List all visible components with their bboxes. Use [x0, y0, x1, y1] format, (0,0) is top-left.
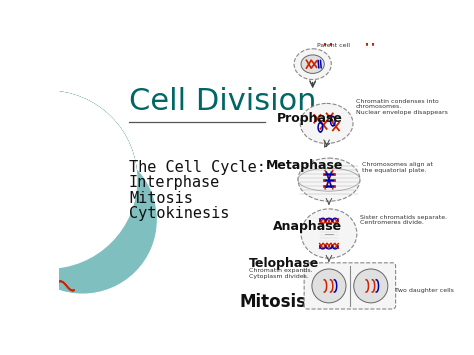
Text: Cell Division: Cell Division	[129, 87, 317, 116]
Text: The Cell Cycle:: The Cell Cycle:	[129, 160, 266, 175]
Ellipse shape	[298, 158, 360, 201]
Text: Chromatin condenses into
chromosomes.
Nuclear envelope disappears: Chromatin condenses into chromosomes. Nu…	[356, 99, 448, 115]
Text: Two daughter cells: Two daughter cells	[395, 288, 454, 293]
Text: Parent cell: Parent cell	[317, 43, 349, 48]
Text: Anaphase: Anaphase	[273, 220, 342, 234]
Ellipse shape	[300, 103, 353, 143]
Circle shape	[0, 91, 137, 268]
Circle shape	[0, 91, 137, 268]
Circle shape	[0, 91, 137, 268]
Text: Mitosis: Mitosis	[129, 191, 193, 206]
Text: Cytokinesis: Cytokinesis	[129, 206, 229, 221]
Text: Metaphase: Metaphase	[265, 159, 343, 172]
Text: Chromatin expands.
Cytoplasm divides.: Chromatin expands. Cytoplasm divides.	[249, 268, 313, 279]
Text: Interphase: Interphase	[129, 175, 220, 190]
Text: Prophase: Prophase	[277, 112, 343, 125]
Ellipse shape	[354, 269, 388, 303]
Ellipse shape	[312, 269, 346, 303]
Text: Sister chromatids separate.
Centromeres divide.: Sister chromatids separate. Centromeres …	[360, 214, 447, 225]
Text: Chromosomes align at
the equatorial plate.: Chromosomes align at the equatorial plat…	[362, 162, 433, 173]
Ellipse shape	[294, 49, 331, 80]
Text: Mitosis: Mitosis	[239, 294, 306, 311]
FancyBboxPatch shape	[304, 263, 396, 309]
Circle shape	[0, 93, 129, 262]
Ellipse shape	[301, 55, 324, 73]
Circle shape	[9, 151, 152, 292]
Ellipse shape	[301, 209, 357, 258]
Text: Telophase: Telophase	[249, 257, 319, 271]
Circle shape	[9, 147, 156, 293]
